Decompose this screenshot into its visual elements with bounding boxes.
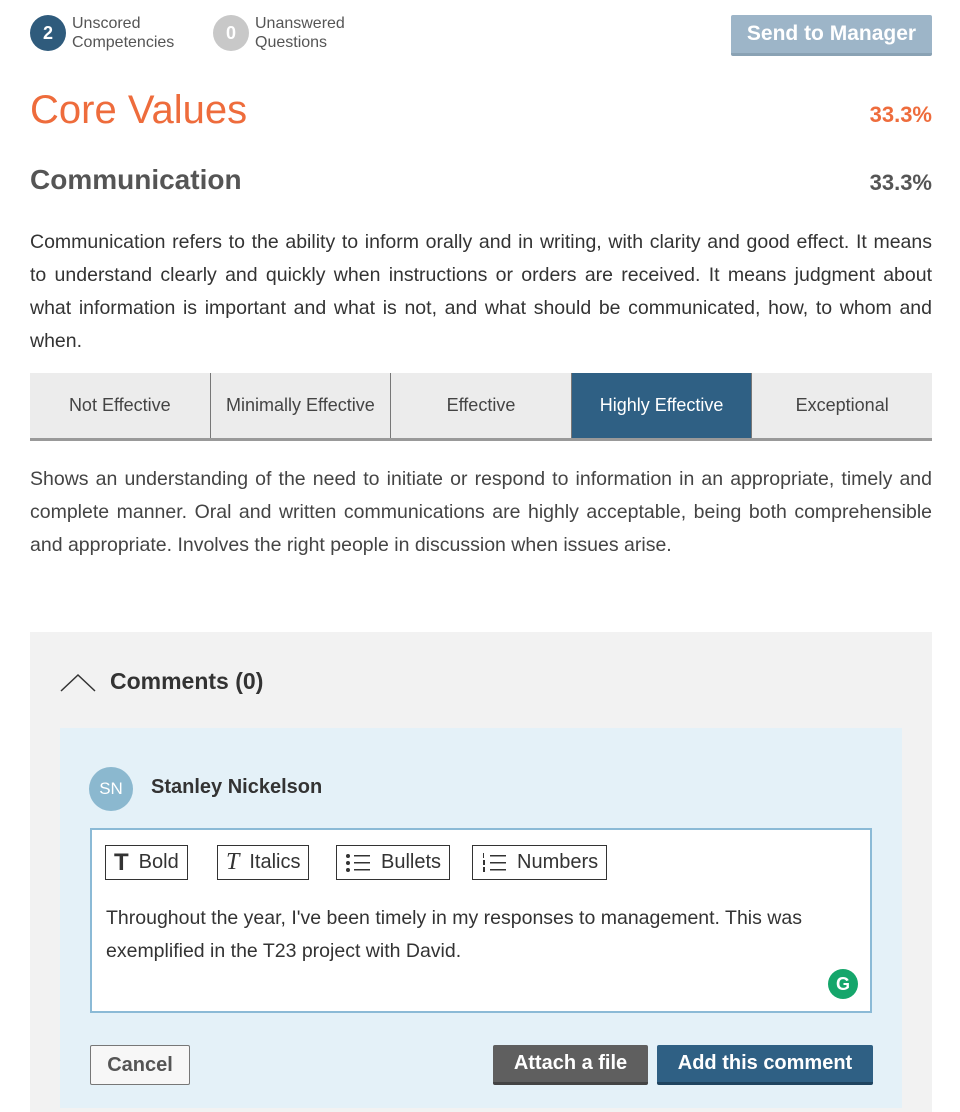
section-title: Core Values [30, 88, 248, 132]
unanswered-label-2: Questions [255, 34, 328, 51]
avatar: SN [89, 767, 133, 811]
rating-description: Shows an understanding of the need to in… [30, 468, 932, 556]
italic-icon: T [226, 849, 240, 875]
section-percent: 33.3% [869, 102, 932, 127]
rating-effective[interactable]: Effective [391, 373, 572, 438]
bold-label: Bold [138, 851, 179, 873]
rating-scale: Not Effective Minimally Effective Effect… [30, 373, 932, 441]
competency-percent: 33.3% [869, 170, 932, 195]
bold-button[interactable]: T Bold [105, 845, 188, 880]
unanswered-questions-badge[interactable]: 0 Unanswered Questions [213, 14, 345, 52]
unscored-competencies-badge[interactable]: 2 Unscored Competencies [30, 14, 174, 52]
bullets-button[interactable]: Bullets [336, 845, 451, 880]
competency-title: Communication [30, 164, 242, 195]
user-name: Stanley Nickelson [151, 776, 323, 798]
chevron-up-icon [60, 673, 96, 692]
numbers-button[interactable]: Numbers [472, 845, 608, 880]
comments-title: Comments (0) [110, 668, 264, 694]
attach-file-button[interactable]: Attach a file [493, 1045, 648, 1085]
unscored-label-2: Competencies [72, 34, 175, 51]
grammarly-icon[interactable]: G [828, 969, 858, 999]
numbered-list-icon [483, 852, 506, 872]
unscored-count: 2 [30, 15, 66, 51]
unanswered-label-1: Unanswered [255, 15, 345, 32]
rating-highly-effective[interactable]: Highly Effective [571, 373, 753, 438]
rating-not-effective[interactable]: Not Effective [30, 373, 211, 438]
comments-toggle[interactable]: Comments (0) [60, 668, 263, 695]
unanswered-count: 0 [213, 15, 249, 51]
bullet-list-icon [346, 853, 370, 872]
cancel-button[interactable]: Cancel [90, 1045, 190, 1085]
bold-icon: T [114, 848, 129, 876]
italics-label: Italics [249, 851, 301, 873]
numbers-label: Numbers [517, 851, 599, 873]
bullets-label: Bullets [381, 851, 442, 873]
competency-description: Communication refers to the ability to i… [30, 231, 932, 352]
italics-button[interactable]: T Italics [217, 845, 310, 880]
rating-minimally-effective[interactable]: Minimally Effective [211, 373, 392, 438]
add-comment-button[interactable]: Add this comment [657, 1045, 873, 1085]
rating-exceptional[interactable]: Exceptional [795, 395, 889, 415]
send-to-manager-button[interactable]: Send to Manager [731, 15, 932, 56]
unscored-label-1: Unscored [72, 15, 141, 32]
comment-text[interactable]: Throughout the year, I've been timely in… [106, 907, 802, 962]
comment-editor[interactable]: T Bold T Italics Bullets Numbers Throughou… [90, 828, 872, 1013]
